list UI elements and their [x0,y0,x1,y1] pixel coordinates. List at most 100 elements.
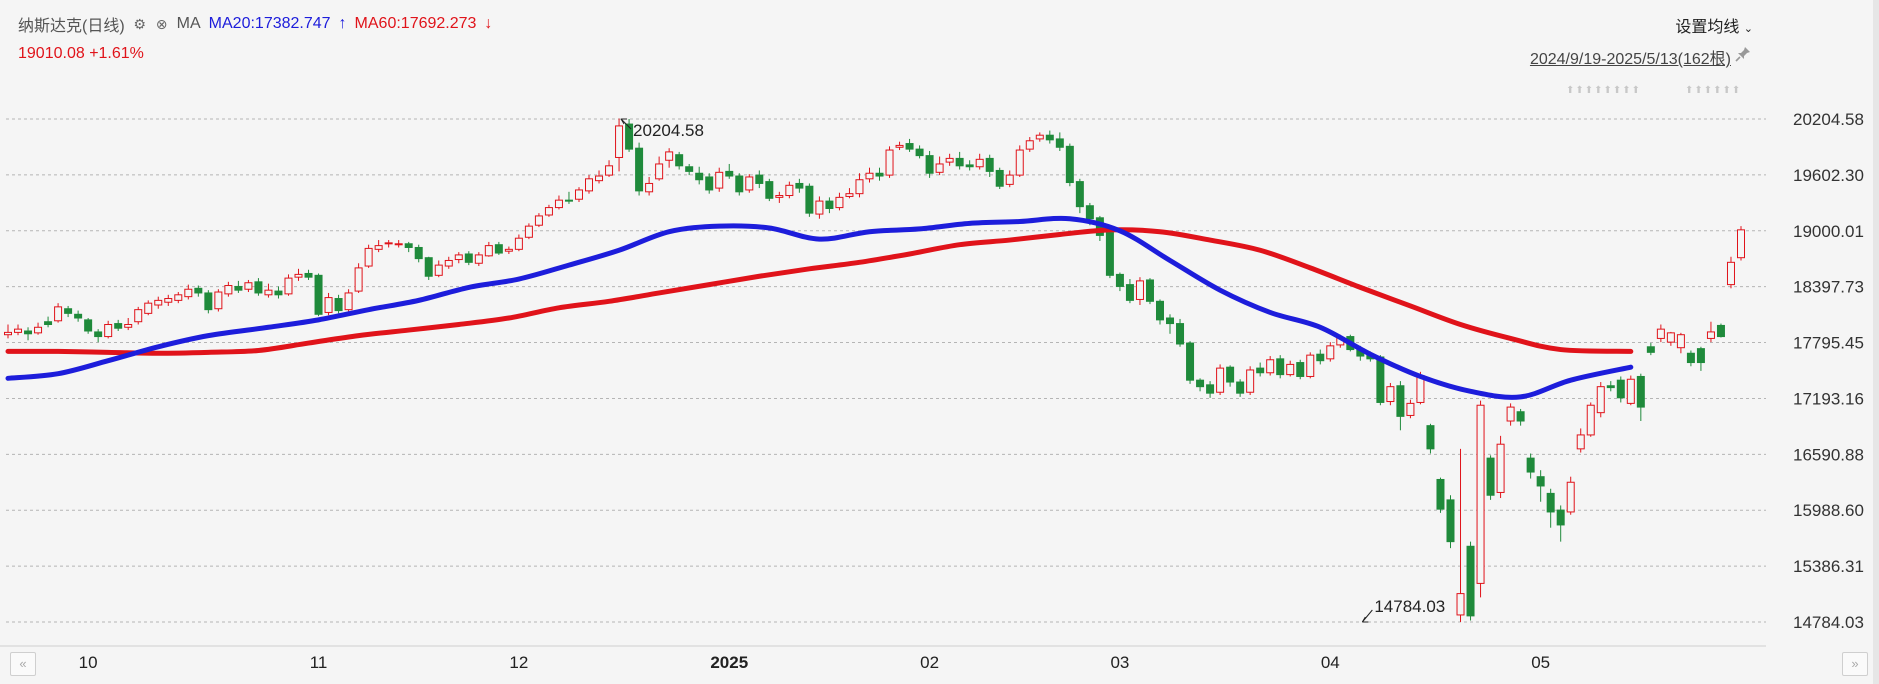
x-tick-label: 02 [920,653,939,672]
candle-body-down [965,164,974,168]
candle-body-up [775,195,784,198]
candle-body-up [1726,261,1735,286]
candle-body-down [1065,145,1074,184]
candle-body-up [344,292,353,311]
candle-body-up [284,277,293,295]
candle-body-down [1075,181,1084,208]
candle-body-down [1055,138,1064,148]
candle-body-up [1386,386,1395,403]
candle-body-up [585,178,594,192]
candle-body-up [34,326,43,334]
candle-body-up [1015,149,1024,176]
candle-body-up [264,289,273,296]
chevron-down-icon: ⌄ [1743,23,1753,35]
candle-body-up [514,237,523,250]
ma60-line [5,227,1634,356]
candle-body-up [1456,593,1465,616]
candle-body-up [595,175,604,182]
candle-body-down [675,154,684,167]
y-tick-label: 17795.45 [1793,334,1864,353]
x-axis: 10 11 12 2025 02 03 04 05 [79,653,1550,672]
scroll-right-button[interactable]: » [1842,652,1868,676]
set-ma-label: 设置均线 [1675,19,1740,36]
candle-body-down [1516,411,1525,422]
candle-body-up [474,254,483,264]
candle-body-down [424,257,433,277]
candle-body-down [1226,366,1235,383]
candle-body-up [484,245,493,257]
set-ma-button[interactable]: 设置均线 ⌄ [1675,13,1753,37]
candle-body-down [1646,346,1655,353]
ma20-label: MA20:17382.747 [208,15,331,32]
candle-body-down [1686,352,1695,364]
candle-body-up [1306,354,1315,377]
event-markers-2: ⬆⬆⬆⬆⬆⬆ [1685,85,1742,96]
x-tick-label: 11 [310,653,328,672]
candle-body-up [54,306,63,322]
candle-body-down [955,157,964,167]
date-range-link[interactable]: 2024/9/19-2025/5/13(162根) [1529,51,1731,68]
candle-body-up [1576,434,1585,450]
candle-body-down [304,272,313,278]
candle-body-up [1586,404,1595,436]
candle-body-down [234,285,243,291]
candle-body-down [1256,367,1265,374]
candle-body-down [1486,457,1495,496]
candle-body-down [755,174,764,184]
candle-body-down [695,172,704,181]
candle-body-up [835,196,844,209]
candle-body-down [1446,499,1455,543]
annotation-arrowhead [620,118,628,125]
candle-body-up [1266,359,1275,374]
x-tick-label: 04 [1321,653,1340,672]
x-tick-label: 12 [509,653,528,672]
candle-body-up [975,158,984,168]
candle-body-up [434,264,443,276]
candle-body-down [1145,279,1154,302]
candle-body-down [1536,476,1545,487]
candle-body-down [1296,362,1305,377]
candle-body-up [1035,134,1044,140]
candle-body-down [464,253,473,263]
annotation-label: 20204.58 [633,121,704,140]
candle-body-down [1466,545,1475,617]
candle-body-down [1115,273,1124,287]
candle-body-down [1206,384,1215,394]
candle-body-down [1556,509,1565,526]
right-scrollbar[interactable] [1873,0,1879,684]
candle-body-up [605,165,614,176]
candle-body-up [214,291,223,310]
candle-body-up [1706,331,1715,339]
candle-body-up [364,247,373,267]
candle-body-up [294,273,303,278]
candle-body-down [685,166,694,172]
candle-body-down [1045,134,1054,141]
candle-body-down [725,170,734,177]
candle-body-down [735,175,744,193]
candle-body-down [94,331,103,338]
candle-body-up [1476,404,1485,584]
close-circle-icon[interactable]: ⊗ [155,16,168,32]
gear-icon[interactable]: ⚙ [133,16,146,32]
moving-average-lines [5,215,1634,400]
last-price: 19010.08 [18,45,85,62]
candle-body-up [815,200,824,215]
candle-body-up [534,215,543,226]
y-tick-label: 19000.01 [1793,222,1864,241]
candle-body-up [524,225,533,238]
candle-body-down [625,123,634,150]
candle-body-down [1436,478,1445,510]
y-tick-label: 15386.31 [1793,557,1864,576]
candle-body-up [354,267,363,292]
candle-body-up [665,151,674,161]
scroll-left-button[interactable]: « [10,652,36,676]
candle-body-down [74,313,83,319]
candle-body-up [1135,280,1144,300]
pin-icon[interactable] [1734,45,1752,63]
y-tick-label: 18397.73 [1793,278,1864,297]
candle-body-up [1246,369,1255,393]
candle-body-up [865,172,874,180]
candle-body-down [1196,379,1205,388]
